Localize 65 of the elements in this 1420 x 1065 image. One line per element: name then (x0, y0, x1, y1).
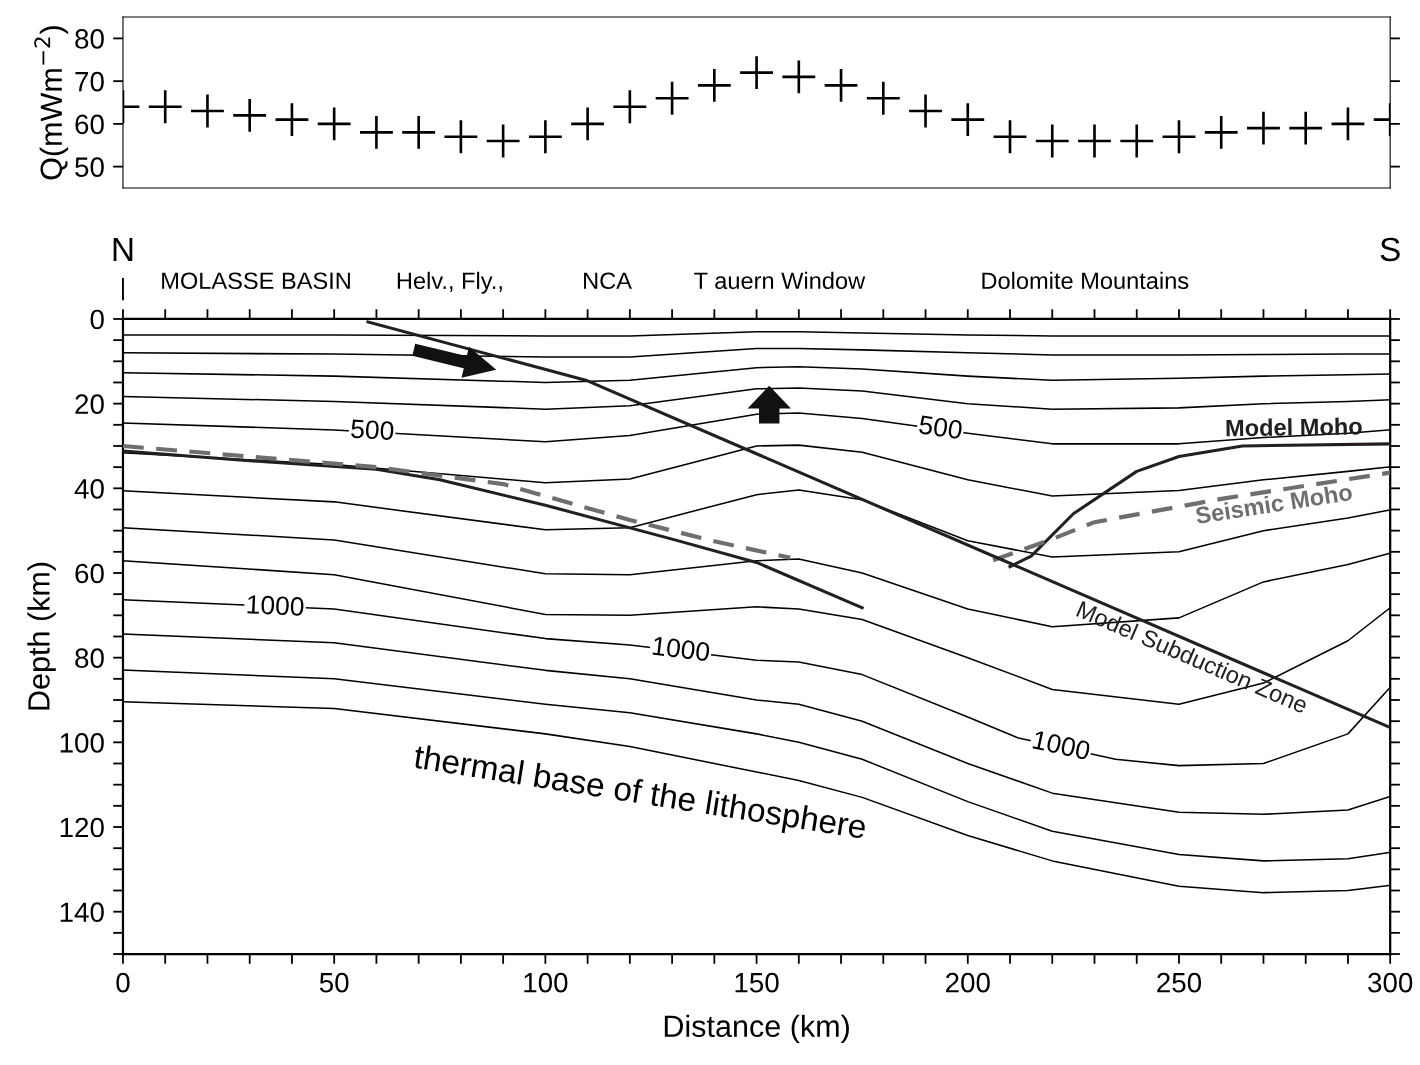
y-tick-label: 70 (75, 71, 104, 92)
x-axis-title: Distance (km) (664, 1014, 849, 1044)
text: Seismic Moho (1194, 482, 1353, 525)
x-tick-label: 200 (946, 972, 990, 993)
point (1204, 115, 1238, 149)
text: T auern Window (694, 271, 866, 290)
annotation: 500 (350, 419, 394, 441)
text: MOLASSE BASIN (162, 272, 350, 290)
line-series (122, 443, 793, 560)
y-tick-label: 60 (75, 563, 104, 584)
x-tick-label: 0 (116, 972, 130, 993)
annotation: 1000 (247, 594, 304, 617)
annotation: 500 (918, 415, 963, 440)
y-tick-label: 80 (75, 29, 104, 49)
point (148, 90, 182, 124)
point (233, 98, 267, 132)
point (402, 115, 436, 149)
point (697, 68, 731, 102)
y-tick-label: 140 (60, 902, 104, 923)
series-label: Model Moho (1226, 417, 1362, 437)
x-tick-label: 50 (319, 972, 349, 993)
y-tick-label: 120 (60, 817, 104, 838)
point (528, 120, 562, 154)
point (571, 107, 605, 141)
x-tick-label: 150 (735, 972, 779, 993)
y-axis-title: Q(mWm$^{−2}$) (34, 26, 69, 180)
point (909, 94, 942, 128)
text: | (122, 278, 124, 301)
point (613, 90, 647, 124)
point (655, 81, 689, 115)
y-axis-title: Depth (km) (27, 562, 56, 710)
point (359, 115, 393, 149)
text: NCA (584, 272, 632, 290)
point (824, 68, 858, 102)
point (1078, 124, 1111, 158)
point (1247, 111, 1280, 145)
point (1035, 124, 1069, 158)
y-tick-label: 80 (75, 648, 104, 668)
y-tick-label: 40 (74, 478, 104, 499)
y-tick-label: 0 (90, 309, 104, 330)
point (444, 120, 478, 154)
annotation: thermal base of the lithosphere (412, 743, 867, 846)
text: Helv., Fly., (397, 271, 502, 294)
text: S (1380, 237, 1400, 262)
point (993, 120, 1027, 154)
point (740, 56, 774, 90)
text: N (113, 237, 133, 261)
y-tick-label: 100 (60, 733, 104, 753)
point (951, 103, 985, 137)
x-tick-label: 300 (1368, 972, 1413, 993)
x-tick-label: 100 (524, 972, 568, 993)
annotation: 1000 (1032, 730, 1091, 761)
text: Dolomite Mountains (982, 271, 1189, 290)
point (1120, 124, 1154, 158)
point (191, 94, 224, 128)
x-tick-label: 250 (1157, 972, 1202, 993)
point (1162, 120, 1196, 154)
point (1289, 111, 1323, 145)
y-tick-label: 60 (75, 114, 104, 135)
line-series (991, 470, 1391, 563)
y-tick-label: 50 (75, 157, 104, 177)
point (866, 81, 900, 115)
annotation: 1000 (652, 636, 711, 662)
y-tick-label: 20 (75, 394, 104, 414)
point (275, 103, 309, 137)
